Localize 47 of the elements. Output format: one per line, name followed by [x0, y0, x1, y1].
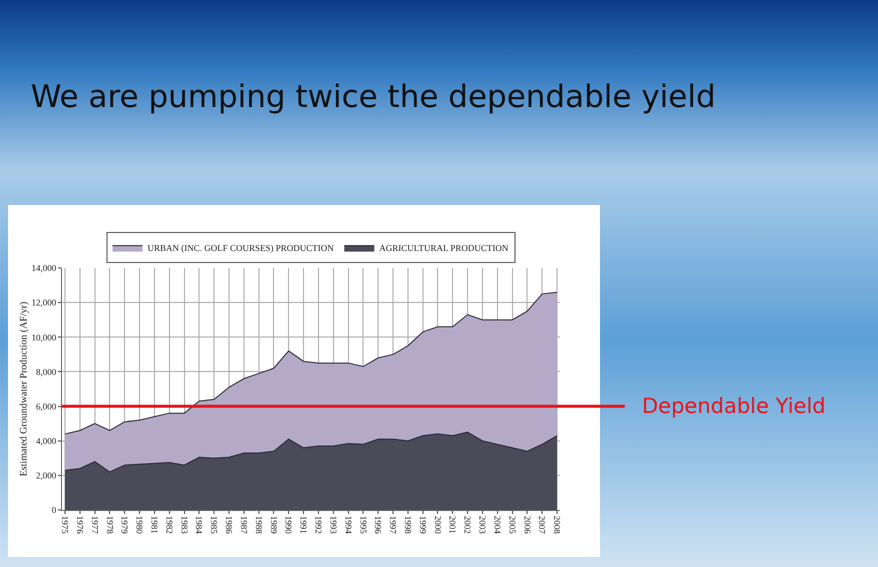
x-tick-label: 1995	[358, 516, 368, 534]
y-axis-title: Estimated Groundwater Production (AF/yr)	[18, 302, 30, 476]
x-tick-label: 1985	[209, 516, 220, 534]
y-tick-label: 6,000	[36, 401, 57, 412]
x-tick-label: 1992	[314, 516, 324, 534]
x-tick-label: 2004	[492, 516, 502, 534]
x-tick-label: 1987	[238, 516, 249, 534]
x-tick-label: 2001	[448, 516, 458, 534]
x-tick-label: 1997	[388, 516, 398, 534]
y-tick-label: 8,000	[36, 366, 57, 377]
x-tick-label: 1986	[224, 516, 234, 534]
y-tick-label: 4,000	[36, 436, 57, 446]
x-tick-label: 1976	[74, 516, 85, 534]
x-tick-label: 1981	[150, 516, 160, 534]
x-tick-label: 1990	[284, 516, 294, 534]
x-tick-label: 1980	[134, 516, 145, 534]
x-tick-label: 1998	[402, 516, 413, 534]
x-tick-label: 1989	[268, 516, 279, 534]
x-tick-label: 2007	[537, 516, 548, 534]
x-tick-label: 1996	[373, 516, 384, 534]
x-tick-label: 1977	[90, 516, 100, 534]
x-tick-label: 1993	[328, 516, 338, 534]
x-tick-label: 2006	[522, 516, 532, 534]
x-tick-label: 1984	[194, 516, 204, 534]
y-tick-label: 0	[52, 505, 57, 516]
y-tick-label: 12,000	[31, 298, 57, 308]
x-tick-label: 1994	[343, 516, 354, 534]
legend-label: AGRICULTURAL PRODUCTION	[379, 243, 509, 254]
x-tick-label: 2008	[552, 516, 562, 534]
y-tick-label: 2,000	[36, 470, 57, 481]
x-tick-label: 2000	[432, 516, 443, 534]
x-tick-label: 2005	[507, 516, 518, 534]
x-tick-label: 1979	[120, 516, 130, 534]
x-tick-label: 1983	[179, 516, 190, 534]
y-tick-label: 14,000	[31, 263, 57, 274]
x-tick-label: 1991	[298, 516, 309, 534]
x-tick-label: 2002	[462, 516, 473, 534]
ref-line-label: Dependable Yield	[642, 394, 826, 418]
x-tick-label: 2003	[478, 516, 488, 534]
chart-title: We are pumping twice the dependable yield	[30, 79, 716, 116]
x-tick-label: 1988	[254, 516, 264, 534]
x-tick-label: 1999	[418, 516, 428, 534]
x-tick-label: 1978	[104, 516, 115, 534]
x-tick-label: 1975	[60, 516, 70, 534]
y-tick-label: 10,000	[31, 332, 57, 342]
x-tick-label: 1982	[164, 516, 174, 534]
legend-label: URBAN (INC. GOLF COURSES) PRODUCTION	[148, 243, 334, 254]
